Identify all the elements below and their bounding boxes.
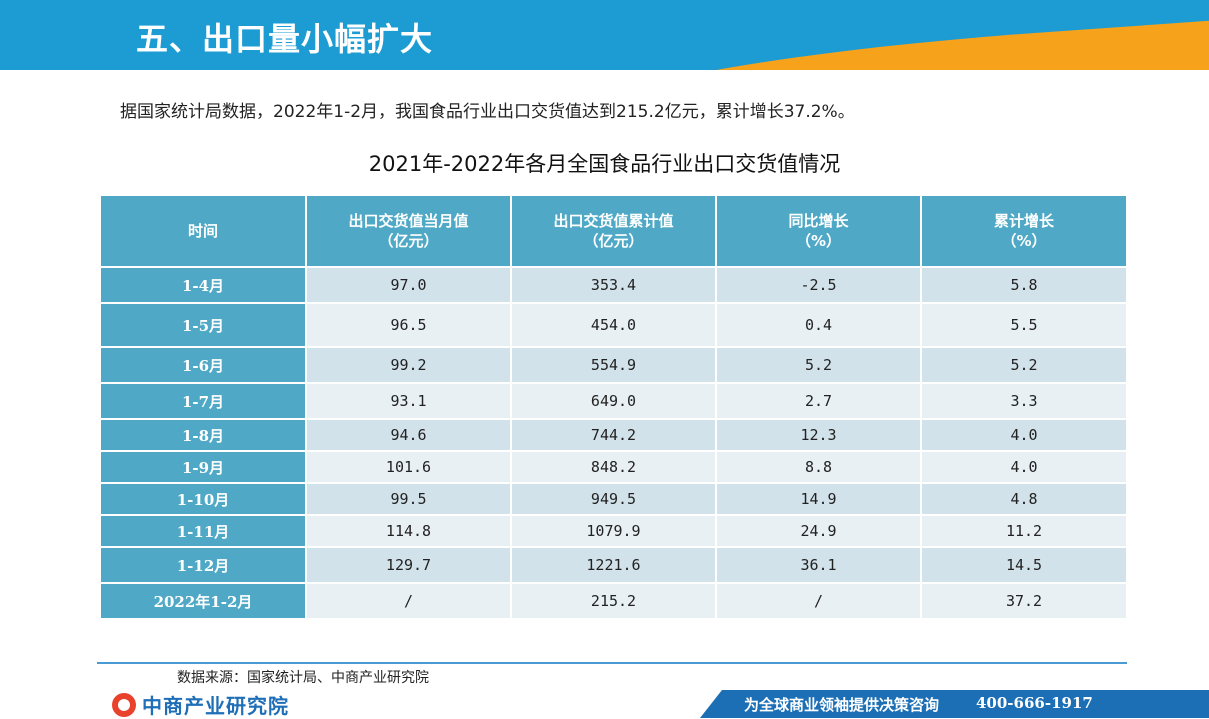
row-value-cell: 554.9 (511, 347, 717, 384)
row-value-cell: 1079.9 (511, 515, 717, 548)
row-time-cell: 2022年1-2月 (101, 583, 307, 620)
row-value-cell: 37.2 (921, 583, 1128, 620)
row-time-cell: 1-4月 (101, 267, 307, 304)
header-cumulative-growth: 累计增长 （%） (921, 196, 1128, 268)
row-value-cell: 353.4 (511, 267, 717, 304)
row-value-cell: 744.2 (511, 419, 717, 452)
row-value-cell: 848.2 (511, 451, 717, 484)
table-row: 1-5月 96.5 454.0 0.4 5.5 (101, 303, 1128, 348)
table-row: 1-10月 99.5 949.5 14.9 4.8 (101, 483, 1128, 516)
row-time-cell: 1-10月 (101, 483, 307, 516)
row-value-cell: 36.1 (716, 547, 922, 584)
row-value-cell: 215.2 (511, 583, 717, 620)
slogan-text: 为全球商业领袖提供决策咨询 (744, 696, 940, 714)
row-value-cell: 96.5 (306, 303, 512, 348)
row-value-cell: 93.1 (306, 383, 512, 420)
row-value-cell: 101.6 (306, 451, 512, 484)
row-value-cell: 97.0 (306, 267, 512, 304)
row-value-cell: 649.0 (511, 383, 717, 420)
row-time-cell: 1-11月 (101, 515, 307, 548)
row-value-cell: 8.8 (716, 451, 922, 484)
header-white-edge (0, 70, 1209, 78)
page-title: 五、出口量小幅扩大 (136, 20, 434, 58)
row-value-cell: -2.5 (716, 267, 922, 304)
row-value-cell: 99.5 (306, 483, 512, 516)
row-value-cell: 5.8 (921, 267, 1128, 304)
header-monthly-value: 出口交货值当月值 （亿元） (306, 196, 512, 268)
table-header-row: 时间 出口交货值当月值 （亿元） 出口交货值累计值 （亿元） 同比增长 （%） 累计增… (101, 196, 1128, 268)
row-time-cell: 1-8月 (101, 419, 307, 452)
row-value-cell: 94.6 (306, 419, 512, 452)
row-value-cell: 14.9 (716, 483, 922, 516)
header-bar (0, 0, 1209, 78)
slogan-bar-cut (700, 690, 722, 718)
row-value-cell: 0.4 (716, 303, 922, 348)
row-time-cell: 1-5月 (101, 303, 307, 348)
logo-icon (112, 692, 136, 717)
footer-divider (97, 662, 1127, 664)
row-value-cell: 454.0 (511, 303, 717, 348)
table-row: 2022年1-2月/215.2/37.2 (101, 583, 1128, 620)
row-value-cell: 5.2 (921, 347, 1128, 384)
row-time-cell: 1-7月 (101, 383, 307, 420)
row-time-cell: 1-9月 (101, 451, 307, 484)
row-value-cell: 4.0 (921, 419, 1128, 452)
header-yoy-growth: 同比增长 （%） (716, 196, 922, 268)
table-row: 1-9月 101.6 848.2 8.8 4.0 (101, 451, 1128, 484)
row-value-cell: 129.7 (306, 547, 512, 584)
table-row: 1-7月 93.1 649.0 2.7 3.3 (101, 383, 1128, 420)
row-value-cell: / (306, 583, 512, 620)
phone-number: 400-666-1917 (976, 694, 1093, 712)
row-value-cell: 2.7 (716, 383, 922, 420)
row-value-cell: 114.8 (306, 515, 512, 548)
slogan-bar (700, 690, 1209, 718)
table-row: 1-4月 97.0 353.4 -2.5 5.8 (101, 267, 1128, 304)
export-value-table: 时间 出口交货值当月值 （亿元） 出口交货值累计值 （亿元） 同比增长 （%） 累计增… (101, 196, 1128, 620)
data-source: 数据来源：国家统计局、中商产业研究院 (177, 670, 429, 686)
table-title: 2021年-2022年各月全国食品行业出口交货值情况 (368, 152, 841, 176)
row-value-cell: 949.5 (511, 483, 717, 516)
row-value-cell: 12.3 (716, 419, 922, 452)
header-time: 时间 (101, 196, 307, 268)
row-value-cell: 5.2 (716, 347, 922, 384)
row-value-cell: 4.0 (921, 451, 1128, 484)
table-row: 1-6月 99.2 554.9 5.2 5.2 (101, 347, 1128, 384)
row-value-cell: 14.5 (921, 547, 1128, 584)
table-row: 1-11月 114.8 1079.9 24.9 11.2 (101, 515, 1128, 548)
row-value-cell: / (716, 583, 922, 620)
logo-text: 中商产业研究院 (142, 694, 289, 718)
header-orange-swoosh (597, 0, 1209, 78)
row-value-cell: 1221.6 (511, 547, 717, 584)
table-row: 1-8月 94.6 744.2 12.3 4.0 (101, 419, 1128, 452)
row-value-cell: 99.2 (306, 347, 512, 384)
company-logo: 中商产业研究院 (112, 690, 289, 719)
row-time-cell: 1-6月 (101, 347, 307, 384)
row-time-cell: 1-12月 (101, 547, 307, 584)
row-value-cell: 3.3 (921, 383, 1128, 420)
row-value-cell: 11.2 (921, 515, 1128, 548)
row-value-cell: 4.8 (921, 483, 1128, 516)
row-value-cell: 5.5 (921, 303, 1128, 348)
intro-text: 据国家统计局数据，2022年1-2月，我国食品行业出口交货值达到215.2亿元，… (120, 102, 855, 122)
header-cumulative-value: 出口交货值累计值 （亿元） (511, 196, 717, 268)
row-value-cell: 24.9 (716, 515, 922, 548)
table-row: 1-12月 129.7 1221.6 36.1 14.5 (101, 547, 1128, 584)
